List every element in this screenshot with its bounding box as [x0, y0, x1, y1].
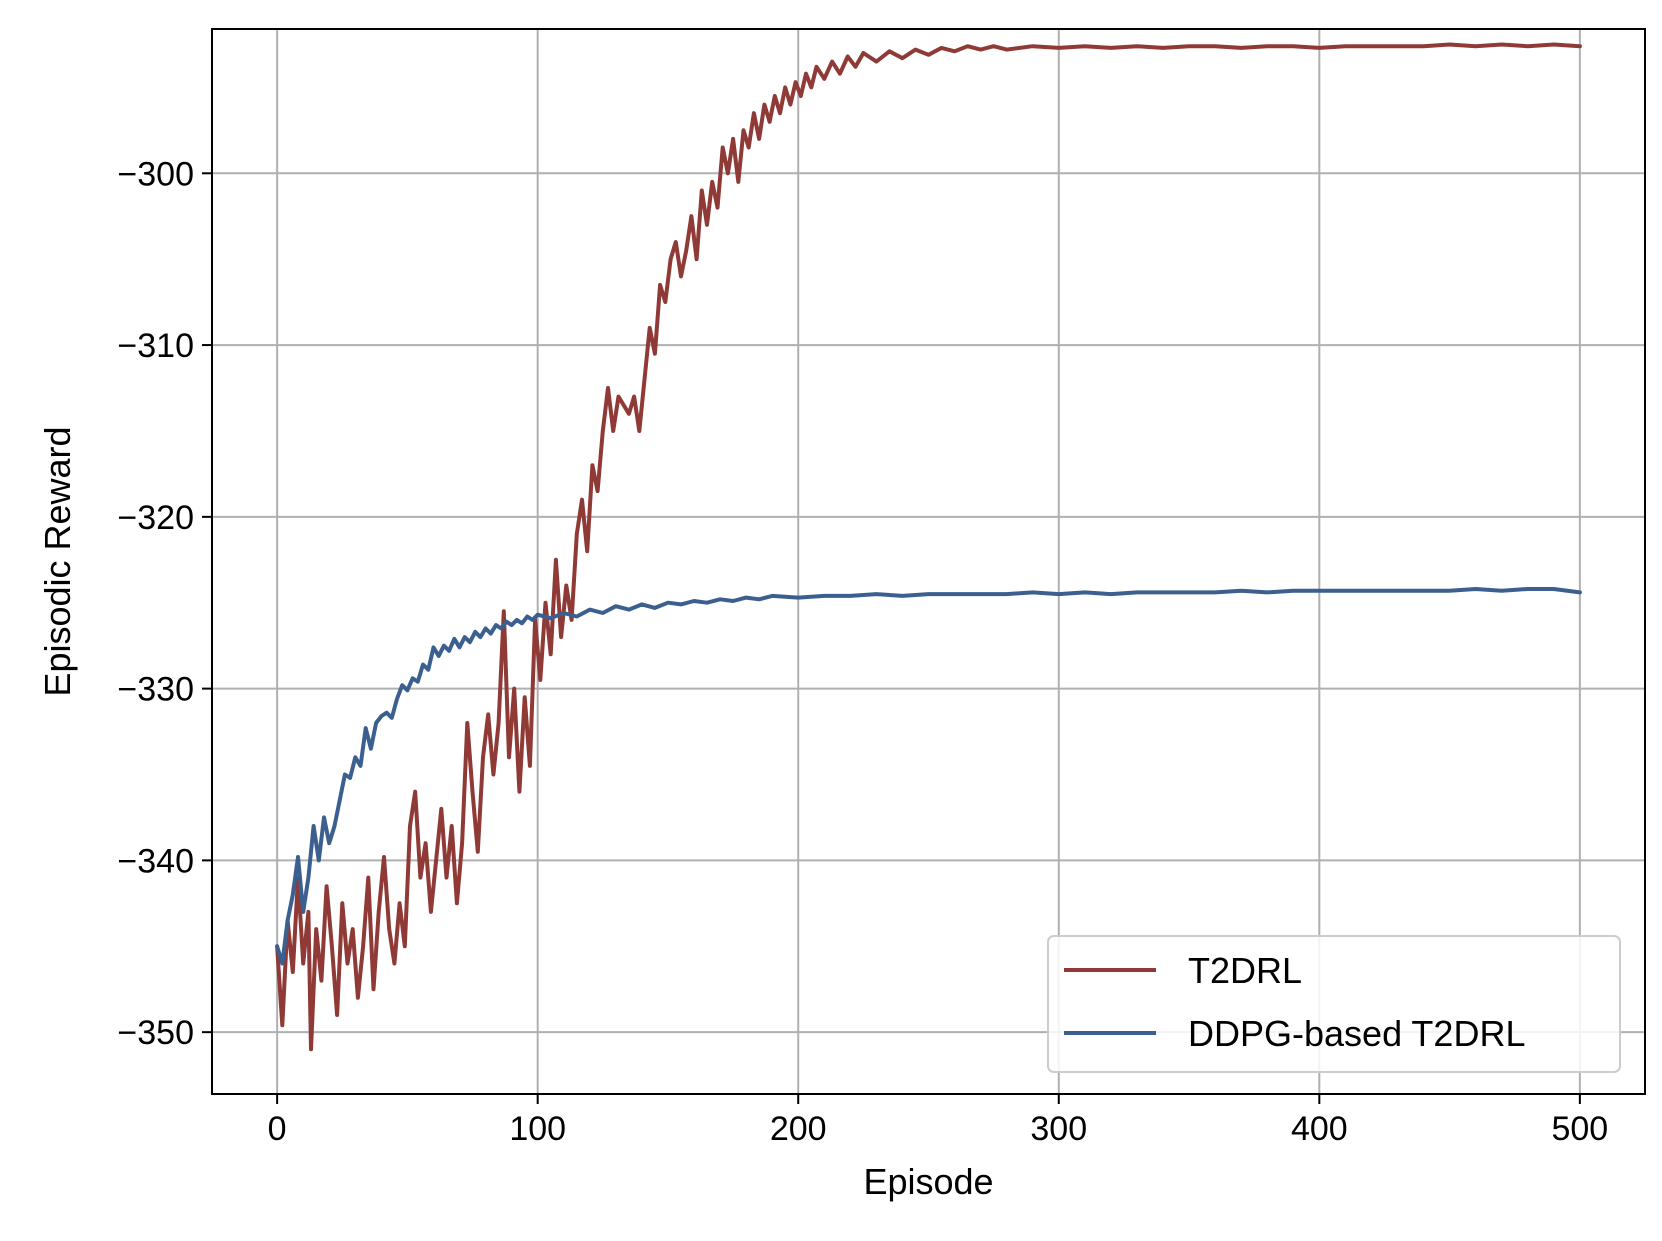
grid	[212, 29, 1645, 1094]
x-tick-label: 100	[509, 1110, 566, 1148]
legend-box	[1047, 935, 1621, 1073]
x-tick-label: 500	[1551, 1110, 1608, 1148]
series-line-t2drl	[275, 42, 1582, 1052]
legend: T2DRL DDPG-based T2DRL	[1047, 935, 1621, 1073]
x-tick-label: 200	[770, 1110, 827, 1148]
y-tick-label: −330	[117, 671, 194, 709]
x-axis-label: Episode	[863, 1161, 993, 1202]
y-tick-label: −350	[117, 1014, 194, 1052]
y-axis-label: Episodic Reward	[37, 426, 78, 696]
y-tick-label: −340	[117, 842, 194, 880]
y-tick-label: −320	[117, 499, 194, 537]
x-tick-label: 400	[1291, 1110, 1348, 1148]
y-tick-label: −300	[117, 155, 194, 193]
x-tick-label: 300	[1030, 1110, 1087, 1148]
x-tick-label: 0	[268, 1110, 287, 1148]
y-tick-label: −310	[117, 327, 194, 365]
legend-label-ddpg: DDPG-based T2DRL	[1188, 1013, 1525, 1054]
plot-frame	[211, 28, 1646, 1095]
series-line-ddpg	[275, 587, 1582, 966]
series-lines	[275, 42, 1582, 1052]
axis-ticks: 0 100 200 300 400 500 −350 −340 −330 −320 −310 −300	[117, 155, 1608, 1148]
legend-label-t2drl: T2DRL	[1188, 950, 1302, 991]
